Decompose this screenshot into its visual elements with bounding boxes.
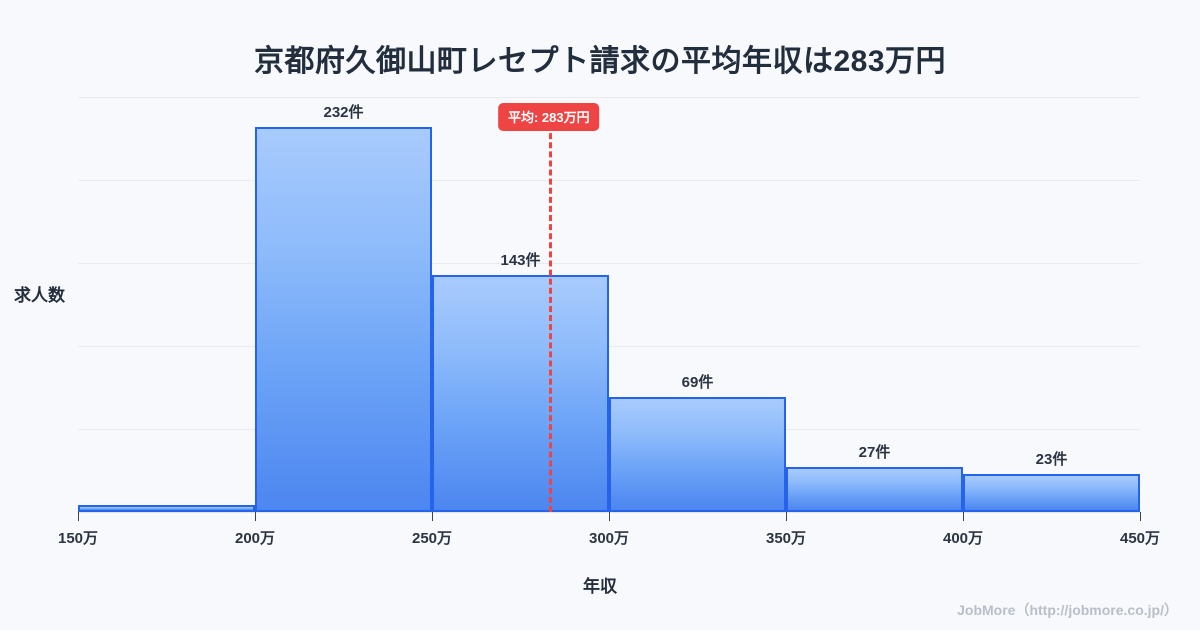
bar[interactable] — [786, 467, 963, 512]
x-axis-tick-mark — [432, 512, 433, 521]
y-axis-title: 求人数 — [14, 286, 65, 305]
bar[interactable] — [963, 473, 1140, 512]
bar[interactable] — [432, 274, 609, 512]
chart-title: 京都府久御山町レセプト請求の平均年収は283万円 — [253, 45, 947, 78]
bar-value-label: 232件 — [323, 103, 364, 121]
x-axis-tick-label: 400万 — [942, 530, 984, 547]
x-axis-title: 年収 — [583, 577, 617, 596]
bar[interactable] — [255, 126, 432, 512]
x-axis-tick-label: 350万 — [765, 530, 807, 547]
x-axis-tick-mark — [78, 512, 79, 521]
average-line — [548, 115, 552, 512]
watermark: JobMore（http://jobmore.co.jp/） — [957, 602, 1178, 618]
x-axis-tick-label: 150万 — [57, 530, 99, 547]
bar-value-label: 69件 — [681, 374, 714, 392]
bar-value-label: 143件 — [500, 251, 541, 269]
bar[interactable] — [609, 397, 786, 512]
gridline — [78, 263, 1140, 264]
bar[interactable] — [78, 505, 255, 512]
bar-value-label: 27件 — [858, 444, 891, 462]
gridline — [78, 346, 1140, 347]
x-axis-tick-label: 450万 — [1119, 530, 1161, 547]
x-axis-tick-mark — [786, 512, 787, 521]
x-axis-tick-mark — [255, 512, 256, 521]
gridline — [78, 180, 1140, 181]
x-axis-tick-mark — [609, 512, 610, 521]
plot-area: 232件 143件 69件 27件 23件 150万 200万 250万 300万 350万 400… — [58, 97, 1160, 547]
gridline — [78, 97, 1140, 98]
average-badge: 平均: 283万円 — [497, 103, 600, 131]
x-axis-tick-mark — [963, 512, 964, 521]
bar-value-label: 23件 — [1035, 450, 1068, 468]
x-axis-tick-label: 250万 — [411, 530, 453, 547]
x-axis-tick-mark — [1140, 512, 1141, 521]
x-axis-tick-label: 200万 — [234, 530, 276, 547]
x-axis-tick-label: 300万 — [588, 530, 630, 547]
